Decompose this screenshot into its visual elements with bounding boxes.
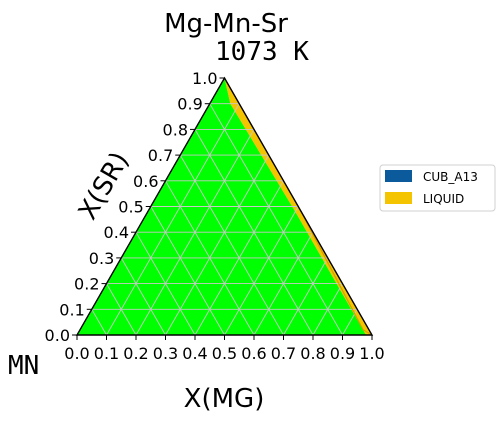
legend-swatch-liquid bbox=[385, 192, 412, 204]
grid-line-z-4 bbox=[135, 231, 196, 336]
x-axis-ticks: 0.0 0.1 0.2 0.3 0.4 0.5 0.6 0.7 0.8 0.9 1.0 bbox=[64, 335, 385, 363]
y-tick-label-4: 0.4 bbox=[104, 223, 129, 242]
y-tick-label-9: 0.9 bbox=[177, 95, 202, 114]
chart-title: Mg-Mn-Sr bbox=[164, 9, 288, 39]
grid-line-z-6 bbox=[165, 180, 255, 336]
grid-line-x-5 bbox=[224, 206, 299, 336]
grid-line-z-2 bbox=[106, 283, 137, 336]
corner-label-mn: MN bbox=[8, 351, 39, 381]
x-tick-label-10: 1.0 bbox=[359, 344, 384, 363]
y-tick-label-6: 0.6 bbox=[133, 172, 158, 191]
y-tick-label-3: 0.3 bbox=[89, 249, 114, 268]
x-tick-label-6: 0.6 bbox=[241, 344, 266, 363]
grid-line-z-7 bbox=[179, 154, 284, 336]
x-tick-label-8: 0.8 bbox=[300, 344, 325, 363]
y-tick-label-10: 1.0 bbox=[192, 69, 217, 88]
x-tick-label-9: 0.9 bbox=[330, 344, 355, 363]
y-tick-label-0: 0.0 bbox=[45, 326, 70, 345]
grid-line-x-7 bbox=[283, 257, 329, 336]
grid-line-x-1 bbox=[106, 103, 240, 336]
grid-line-z-1 bbox=[91, 309, 107, 336]
legend-swatch-cub-a13 bbox=[385, 170, 412, 182]
x-tick-label-1: 0.1 bbox=[94, 344, 119, 363]
legend: CUB_A13 LIQUID bbox=[379, 164, 496, 212]
y-tick-label-5: 0.5 bbox=[118, 198, 143, 217]
x-tick-label-2: 0.2 bbox=[123, 344, 148, 363]
grid-line-x-3 bbox=[165, 154, 270, 336]
y-tick-label-1: 0.1 bbox=[59, 300, 84, 319]
chart-subtitle: 1073 K bbox=[215, 37, 309, 67]
x-axis-label: X(MG) bbox=[184, 384, 265, 414]
y-tick-label-8: 0.8 bbox=[163, 120, 188, 139]
x-tick-label-3: 0.3 bbox=[153, 344, 178, 363]
grid-line-z-9 bbox=[209, 103, 343, 336]
y-tick-label-7: 0.7 bbox=[148, 146, 173, 165]
x-tick-label-7: 0.7 bbox=[271, 344, 296, 363]
y-axis-ticks: 0.0 0.1 0.2 0.3 0.4 0.5 0.6 0.7 0.8 0.9 1.0 bbox=[45, 69, 225, 345]
x-tick-label-0: 0.0 bbox=[64, 344, 89, 363]
legend-label-cub-a13: CUB_A13 bbox=[423, 170, 478, 184]
x-tick-label-4: 0.4 bbox=[182, 344, 207, 363]
x-tick-label-5: 0.5 bbox=[212, 344, 237, 363]
grid-line-z-5 bbox=[150, 206, 225, 336]
y-tick-label-2: 0.2 bbox=[74, 275, 99, 294]
legend-label-liquid: LIQUID bbox=[423, 192, 464, 206]
grid-line-z-8 bbox=[194, 129, 314, 336]
grid-lines bbox=[91, 103, 358, 336]
grid-line-z-3 bbox=[120, 257, 166, 336]
